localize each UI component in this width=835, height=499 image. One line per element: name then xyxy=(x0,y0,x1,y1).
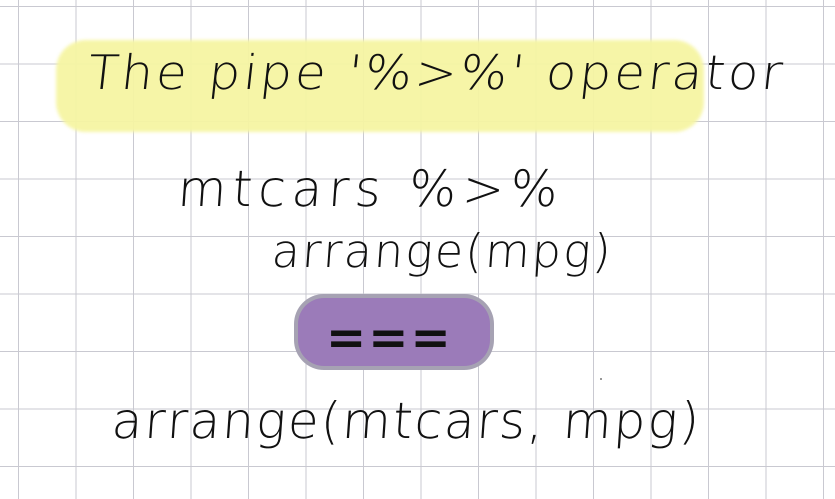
equivalence-highlight xyxy=(298,298,490,366)
page-title: The pipe '%>%' operator xyxy=(84,45,789,101)
pipe-expression-line-2: arrange(mpg) xyxy=(270,224,615,278)
pipe-expression-line-1: mtcars %>% xyxy=(175,160,566,218)
stray-mark xyxy=(600,378,602,380)
equivalence-sign: === xyxy=(326,310,453,366)
nested-function-call: arrange(mtcars, mpg) xyxy=(109,392,704,450)
title-highlight xyxy=(56,40,704,132)
